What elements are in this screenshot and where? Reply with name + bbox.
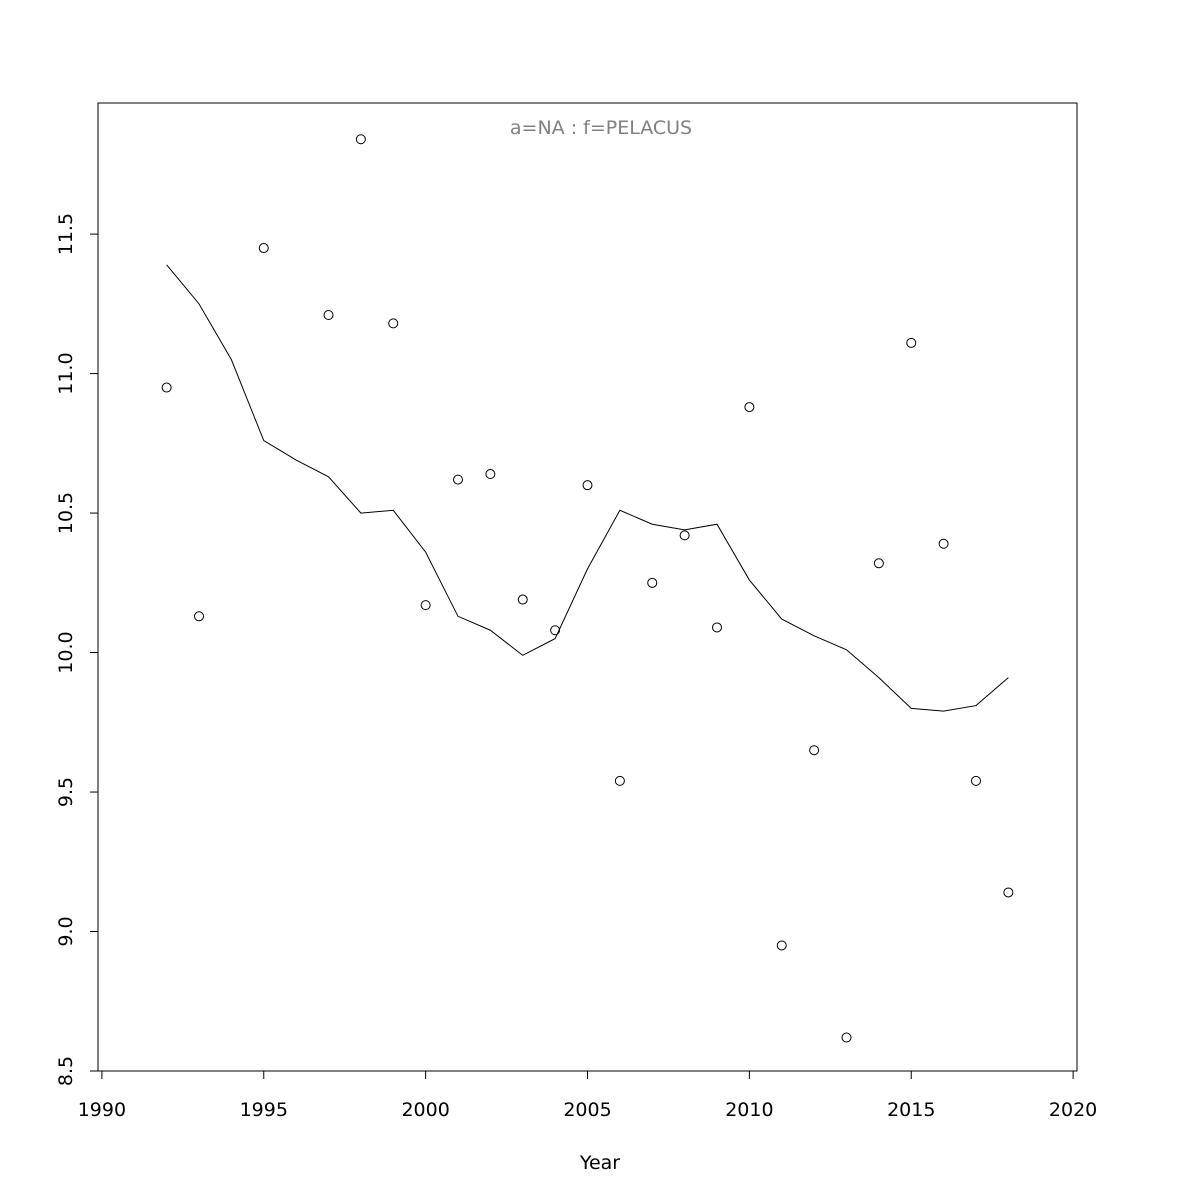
data-point <box>744 402 755 413</box>
data-point <box>355 134 366 145</box>
data-point <box>582 480 593 491</box>
data-point <box>776 940 787 951</box>
data-point <box>711 622 722 633</box>
chart-title: a=NA : f=PELACUS <box>510 117 692 139</box>
data-point <box>970 775 981 786</box>
y-tick-label: 10.0 <box>55 631 77 673</box>
x-tick-label: 2000 <box>401 1099 449 1121</box>
y-tick-label: 9.0 <box>55 916 77 946</box>
x-tick-label: 1995 <box>240 1099 288 1121</box>
trend-line <box>166 264 1009 712</box>
plot-frame <box>97 102 1078 1072</box>
data-point <box>258 243 269 254</box>
x-tick-label: 2020 <box>1049 1099 1097 1121</box>
y-tick-label: 11.5 <box>55 213 77 255</box>
y-tick-label: 11.0 <box>55 352 77 394</box>
data-point <box>517 594 528 605</box>
data-point <box>420 600 431 611</box>
data-point <box>647 577 658 588</box>
data-point <box>194 611 205 622</box>
data-point <box>550 625 561 636</box>
data-point <box>938 538 949 549</box>
data-point <box>161 382 172 393</box>
data-point <box>485 469 496 480</box>
x-tick-label: 2015 <box>887 1099 935 1121</box>
data-point <box>873 558 884 569</box>
x-tick-label: 2005 <box>563 1099 611 1121</box>
data-point <box>388 318 399 329</box>
data-point <box>841 1032 852 1043</box>
x-tick-label: 2010 <box>725 1099 773 1121</box>
data-point <box>906 337 917 348</box>
data-point <box>453 474 464 485</box>
y-tick-label: 8.5 <box>55 1056 77 1086</box>
y-tick-label: 10.5 <box>55 492 77 534</box>
y-tick-label: 9.5 <box>55 777 77 807</box>
data-point <box>1003 887 1014 898</box>
data-point <box>323 310 334 321</box>
data-point <box>614 775 625 786</box>
x-tick-label: 1990 <box>78 1099 126 1121</box>
data-point <box>809 745 820 756</box>
x-axis-label: Year <box>579 1152 620 1174</box>
data-point <box>679 530 690 541</box>
